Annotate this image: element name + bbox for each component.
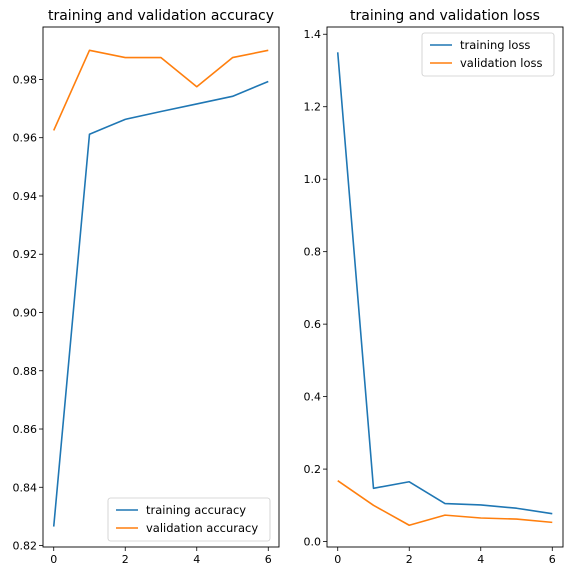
- loss-y-tick-label: 0.2: [304, 463, 322, 476]
- accuracy-y-tick-label: 0.90: [13, 306, 38, 319]
- loss-y-tick-label: 0.8: [304, 246, 322, 259]
- loss-y-tick-label: 0.6: [304, 318, 322, 331]
- accuracy-y-tick-label: 0.84: [13, 481, 38, 494]
- accuracy-legend-box: [107, 497, 271, 542]
- accuracy-legend: training accuracy validation accuracy: [107, 497, 271, 542]
- loss-y-tick-label: 1.4: [304, 28, 322, 41]
- accuracy-y-tick-label: 0.82: [13, 540, 38, 553]
- loss-legend-label-validation: validation loss: [460, 56, 543, 70]
- accuracy-legend-label-training: training accuracy: [146, 503, 246, 517]
- accuracy-legend-label-validation: validation accuracy: [146, 521, 258, 535]
- accuracy-y-tick-label: 0.96: [13, 132, 38, 145]
- accuracy-y-tick-label: 0.92: [13, 248, 38, 261]
- accuracy-series-line-validation: [52, 49, 269, 131]
- loss-y-tick-label: 0.4: [304, 391, 322, 404]
- loss-x-tick-label: 0: [334, 553, 341, 566]
- accuracy-axes-frame: [42, 26, 280, 548]
- loss-series-line-validation: [337, 480, 553, 527]
- accuracy-y-tick-label: 0.86: [13, 423, 38, 436]
- accuracy-y-tick-label: 0.98: [13, 73, 38, 86]
- loss-y-tick-label: 0.0: [304, 536, 322, 549]
- accuracy-series-line-training: [52, 80, 269, 527]
- loss-series-line-training: [336, 52, 553, 515]
- loss-axes-frame: [326, 26, 564, 548]
- loss-x-tick-label: 2: [406, 553, 413, 566]
- accuracy-y-tick-label: 0.94: [13, 190, 38, 203]
- accuracy-x-tick-label: 4: [193, 553, 200, 566]
- loss-chart-title: training and validation loss: [350, 8, 540, 24]
- loss-chart: training and validation loss 0 2 4 6 0.0 0.2 0.…: [304, 8, 564, 566]
- accuracy-x-tick-label: 6: [265, 553, 272, 566]
- loss-x-tick-label: 6: [549, 553, 556, 566]
- loss-legend: training loss validation loss: [421, 32, 555, 77]
- loss-legend-box: [421, 32, 555, 77]
- accuracy-x-tick-label: 2: [122, 553, 129, 566]
- loss-x-tick-label: 4: [477, 553, 484, 566]
- accuracy-y-tick-label: 0.88: [13, 365, 38, 378]
- loss-y-tick-label: 1.0: [304, 173, 322, 186]
- accuracy-chart: training and validation accuracy 0 2 4 6 0.82…: [13, 8, 280, 566]
- accuracy-x-tick-label: 0: [50, 553, 57, 566]
- accuracy-chart-title: training and validation accuracy: [48, 8, 274, 24]
- loss-legend-label-training: training loss: [460, 38, 530, 52]
- loss-y-tick-label: 1.2: [304, 101, 322, 114]
